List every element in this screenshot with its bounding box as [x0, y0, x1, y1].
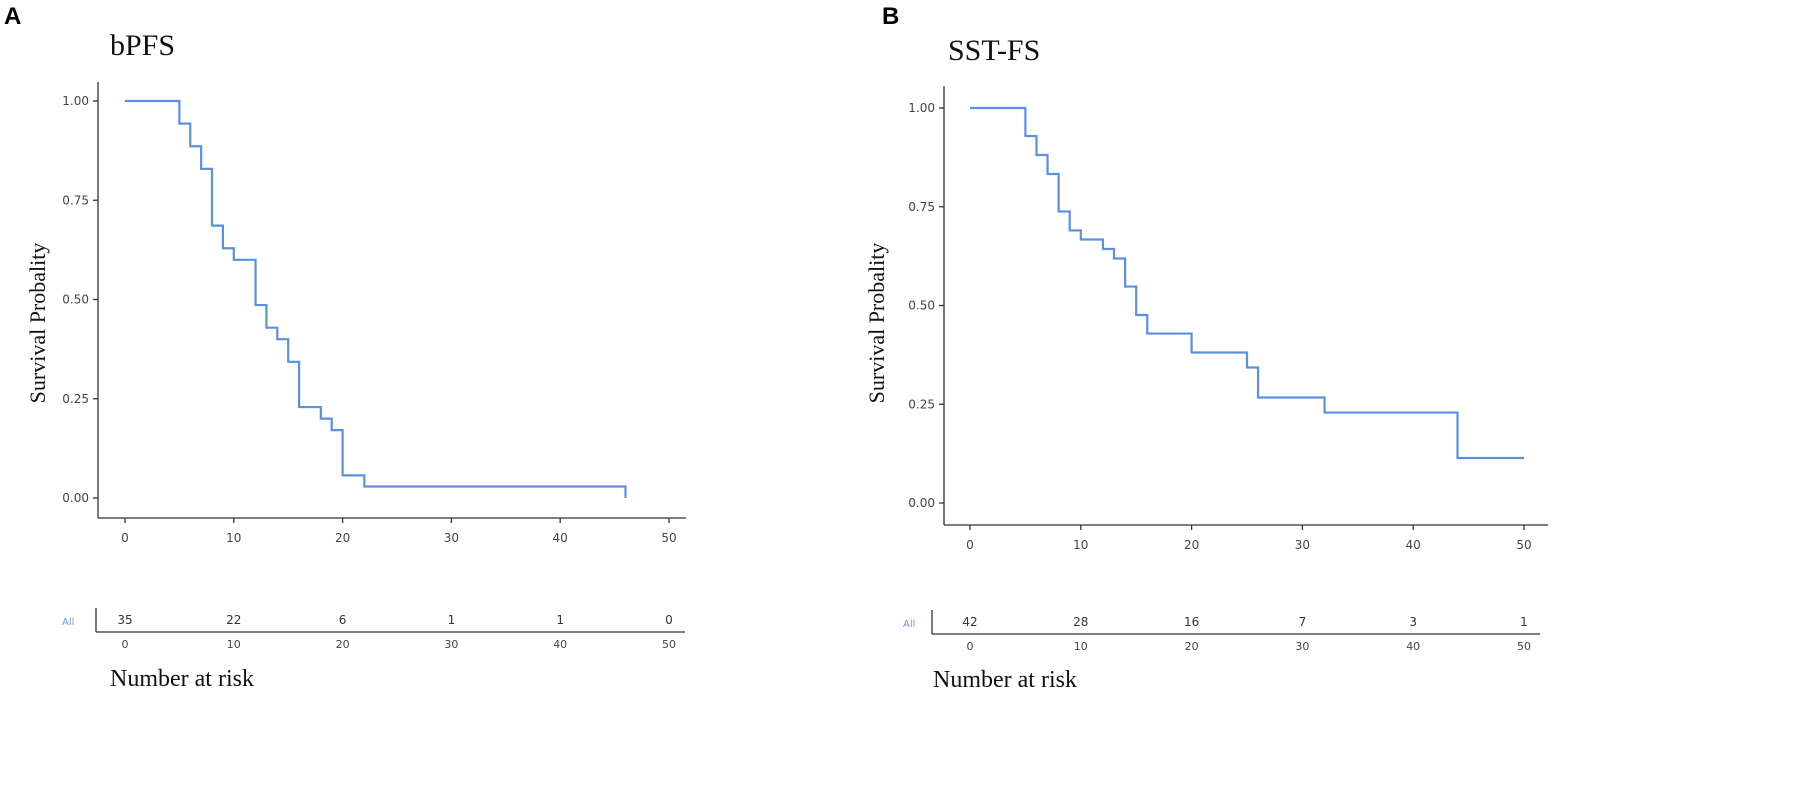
risk-x-tick-label: 50: [662, 638, 676, 651]
risk-x-tick-label: 10: [227, 638, 241, 651]
risk-table-title-a: Number at risk: [110, 666, 254, 692]
risk-x-tick-label: 20: [336, 638, 350, 651]
risk-strata-label: All: [903, 619, 915, 630]
risk-x-tick-label: 30: [444, 638, 458, 651]
risk-strata-label: All: [62, 617, 74, 628]
risk-x-tick-label: 50: [1517, 640, 1531, 653]
risk-count: 28: [1073, 615, 1088, 629]
x-tick-label: 20: [335, 531, 350, 545]
y-tick-label: 0.75: [908, 200, 935, 214]
y-tick-label: 0.50: [908, 299, 935, 313]
y-tick-label: 1.00: [908, 101, 935, 115]
x-tick-label: 40: [553, 531, 568, 545]
chart-title-a: bPFS: [110, 29, 175, 62]
panel-a: A bPFS Survival Probality 0.000.250.500.…: [4, 3, 686, 692]
risk-count: 0: [665, 613, 673, 627]
x-tick-label: 20: [1184, 538, 1199, 552]
x-tick-label: 40: [1406, 538, 1421, 552]
risk-x-tick-label: 30: [1295, 640, 1309, 653]
x-tick-label: 10: [226, 531, 241, 545]
y-tick-label: 0.00: [62, 491, 89, 505]
km-curve-a: [125, 99, 627, 498]
x-tick-label: 0: [121, 531, 129, 545]
risk-count: 22: [226, 613, 241, 627]
panel-letter-b: B: [882, 3, 899, 30]
risk-count: 1: [448, 613, 456, 627]
x-tick-label: 0: [966, 538, 974, 552]
y-tick-label: 0.50: [62, 293, 89, 307]
risk-count: 35: [117, 613, 132, 627]
risk-count: 1: [1520, 615, 1528, 629]
km-curve-b: [970, 106, 1524, 460]
risk-count: 3: [1409, 615, 1417, 629]
y-axis-label-a: Survival Probality: [25, 243, 50, 404]
risk-table-a: All 35 0 22 10 6 20 1 30 1 40 0 50: [62, 608, 685, 651]
x-tick-label: 30: [444, 531, 459, 545]
risk-count: 42: [962, 615, 977, 629]
risk-x-tick-label: 0: [967, 640, 974, 653]
y-tick-label: 0.25: [62, 392, 89, 406]
risk-count: 7: [1299, 615, 1307, 629]
y-tick-label: 1.00: [62, 94, 89, 108]
y-axis-label-b: Survival Probality: [864, 243, 889, 404]
risk-x-tick-label: 20: [1185, 640, 1199, 653]
x-tick-label: 10: [1073, 538, 1088, 552]
risk-x-tick-label: 10: [1074, 640, 1088, 653]
x-ticks-b: 0 10 20 30 40 50: [966, 525, 1532, 552]
panel-letter-a: A: [4, 3, 21, 30]
y-ticks-a: 0.00 0.25 0.50 0.75 1.00: [62, 94, 98, 505]
risk-x-tick-label: 0: [122, 638, 129, 651]
x-tick-label: 50: [661, 531, 676, 545]
y-tick-label: 0.00: [908, 496, 935, 510]
x-ticks-a: 0 10 20 30 40 50: [121, 518, 677, 545]
y-ticks-b: 0.00 0.25 0.50 0.75 1.00: [908, 101, 944, 510]
risk-x-tick-label: 40: [1406, 640, 1420, 653]
panel-b: B SST-FS Survival Probality 0.00 0.25 0.50…: [864, 3, 1548, 693]
chart-title-b: SST-FS: [948, 34, 1040, 67]
risk-count: 1: [556, 613, 564, 627]
risk-x-tick-label: 40: [553, 638, 567, 651]
x-tick-label: 30: [1295, 538, 1310, 552]
y-tick-label: 0.25: [908, 397, 935, 411]
risk-table-title-b: Number at risk: [933, 667, 1077, 693]
y-tick-label: 0.75: [62, 193, 89, 207]
risk-table-b: All 42 0 28 10 16 20 7 30 3 40 1 50: [903, 610, 1540, 653]
risk-count: 6: [339, 613, 347, 627]
risk-count: 16: [1184, 615, 1199, 629]
x-tick-label: 50: [1516, 538, 1531, 552]
